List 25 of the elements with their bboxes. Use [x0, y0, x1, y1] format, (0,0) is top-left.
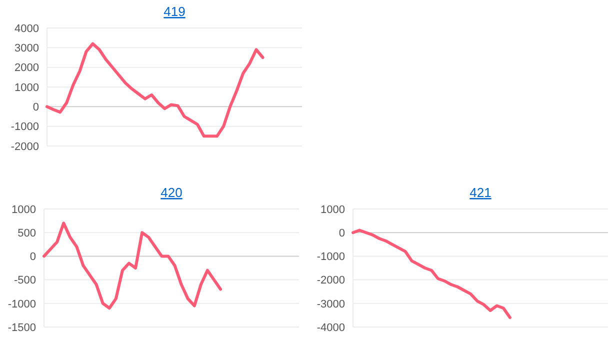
line-series: [42, 222, 222, 310]
y-tick-label: 0: [32, 102, 39, 114]
y-tick-label: 3000: [14, 42, 39, 55]
y-tick-label: -1000: [316, 251, 345, 264]
y-tick-label: -1500: [8, 322, 36, 334]
y-tick-label: 1000: [320, 204, 345, 216]
y-tick-label: 1000: [12, 204, 36, 216]
line-series: [352, 228, 512, 320]
y-tick-label: 2000: [14, 62, 39, 74]
y-tick-label: -500: [14, 274, 36, 287]
y-tick-label: -2000: [10, 140, 39, 153]
y-tick-label: 0: [338, 227, 345, 240]
y-tick-label: 1000: [14, 82, 39, 94]
chart-title: 420: [160, 185, 182, 200]
chart-title: 419: [164, 4, 186, 19]
y-tick-label: 0: [30, 251, 36, 264]
chart-title: 421: [470, 185, 492, 200]
y-tick-label: 4000: [14, 22, 39, 35]
line-series: [46, 42, 264, 138]
y-tick-label: -4000: [316, 322, 345, 334]
y-tick-label: -3000: [316, 298, 345, 310]
y-tick-label: 500: [18, 227, 36, 240]
y-tick-label: -1000: [8, 298, 36, 310]
y-tick-label: -2000: [316, 274, 345, 287]
y-tick-label: -1000: [10, 121, 39, 134]
